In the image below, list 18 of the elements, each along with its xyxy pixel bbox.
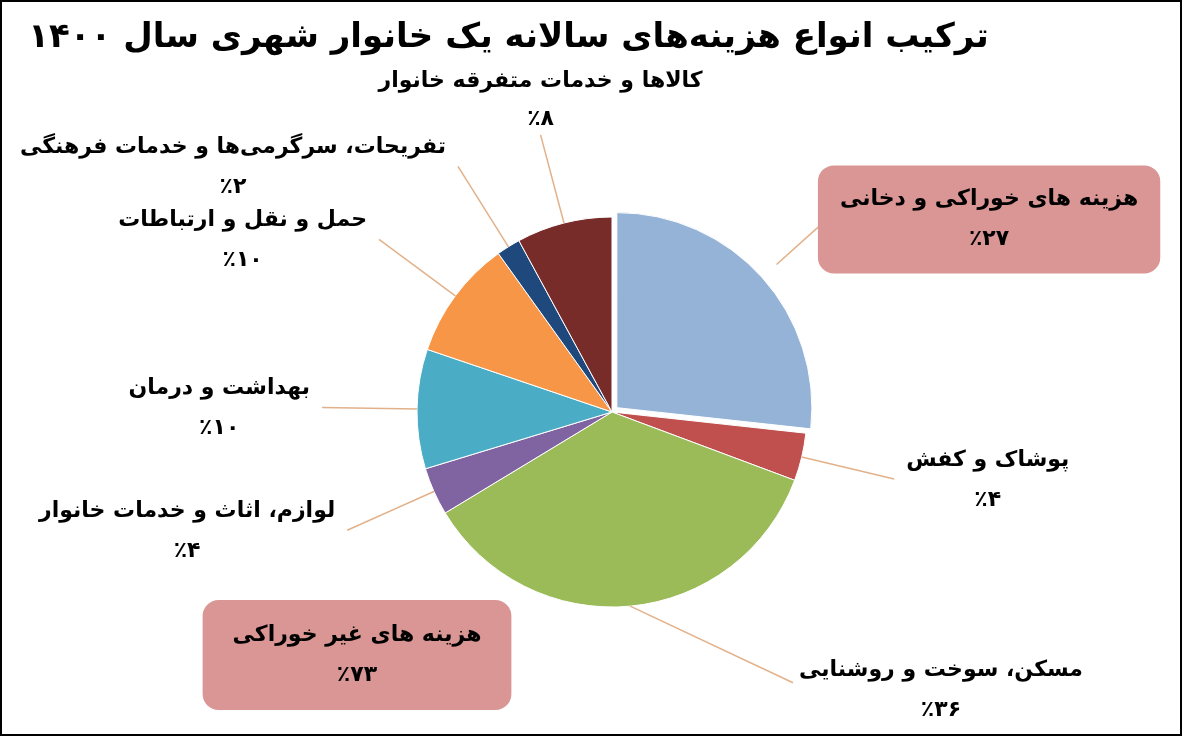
data-label: ٪۴ bbox=[974, 485, 1002, 511]
slice-label: حمل و نقل و ارتباطات bbox=[118, 206, 367, 233]
data-label: ٪۳۶ bbox=[920, 696, 962, 722]
data-label: ٪۲ bbox=[219, 173, 247, 198]
text: هزینه های غیر خوراکی ٪۷۳ bbox=[232, 620, 482, 686]
data-label: ٪۱۰ bbox=[222, 246, 263, 272]
slice-label: بهداشت و درمان bbox=[128, 374, 311, 401]
slice-label: مسکن، سوخت و روشنایی bbox=[799, 656, 1083, 683]
data-label: ٪۲۷ bbox=[968, 225, 1010, 251]
data-label: ٪۸ bbox=[527, 104, 555, 130]
data-label: ٪۱۰ bbox=[199, 414, 240, 440]
slice-label: پوشاک و کفش bbox=[906, 445, 1070, 472]
slice-label: کالاها و خدمات متفرقه خانوار bbox=[377, 66, 703, 93]
slice-label: لوازم، اثاث و خدمات خانوار bbox=[38, 496, 336, 523]
data-label: ٪۴ bbox=[173, 536, 201, 562]
slice-label: تفریحات، سرگرمی‌ها و خدمات فرهنگی bbox=[19, 132, 446, 159]
slice-label: هزینه های خوراکی و دخانی bbox=[839, 185, 1139, 212]
chart-title: ترکیب انواع هزینه‌های سالانه یک خانوار شهری سال ۱۴۰۰ bbox=[28, 14, 989, 56]
